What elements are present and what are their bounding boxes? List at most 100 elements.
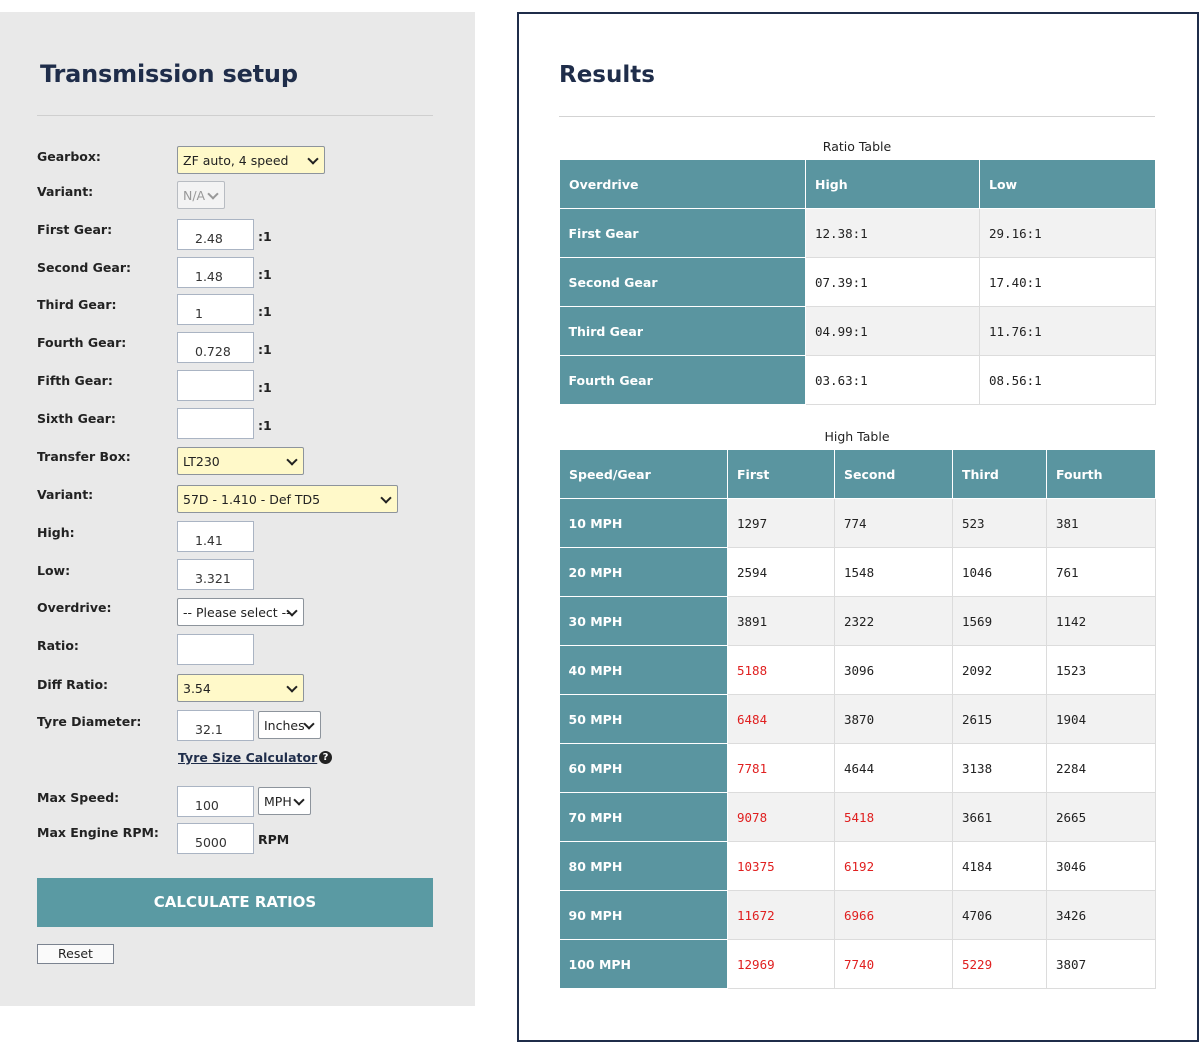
row-header: Third Gear: [559, 306, 806, 356]
row-header: Second Gear: [559, 257, 806, 307]
table-row: 90 MPH 11672 6966 4706 3426: [559, 890, 1156, 940]
row-header: 100 MPH: [559, 939, 728, 989]
transfer-variant-label: Variant:: [37, 487, 94, 502]
sixth-gear-input[interactable]: [177, 408, 254, 439]
rpm-cell: 1046: [952, 547, 1047, 597]
rpm-cell: 7781: [727, 743, 835, 793]
transfer-box-select[interactable]: LT230: [177, 447, 304, 475]
chevron-down-icon: [286, 454, 298, 466]
rpm-cell: 2322: [834, 596, 953, 646]
overdrive-label: Overdrive:: [37, 600, 112, 615]
gearbox-select[interactable]: ZF auto, 4 speed: [177, 146, 325, 174]
second-gear-input[interactable]: 1.48: [177, 257, 254, 288]
row-header: 90 MPH: [559, 890, 728, 940]
chevron-down-icon: [293, 794, 305, 806]
rpm-cell: 12969: [727, 939, 835, 989]
low-label: Low:: [37, 563, 71, 578]
table-row: 40 MPH 5188 3096 2092 1523: [559, 645, 1156, 695]
max-speed-input[interactable]: 100: [177, 786, 254, 817]
column-header: Speed/Gear: [559, 449, 728, 499]
tyre-size-calculator-link[interactable]: Tyre Size Calculator: [178, 750, 318, 765]
column-header: Overdrive: [559, 159, 806, 209]
rpm-cell: 381: [1046, 498, 1156, 548]
tyre-diameter-input[interactable]: 32.1: [177, 710, 254, 741]
third-gear-input[interactable]: 1: [177, 294, 254, 325]
column-header: First: [727, 449, 835, 499]
first-gear-input[interactable]: 2.48: [177, 219, 254, 250]
chevron-down-icon: [303, 718, 315, 730]
rpm-cell: 6484: [727, 694, 835, 744]
transfer-box-select-value: LT230: [183, 454, 220, 469]
rpm-cell: 7740: [834, 939, 953, 989]
diff-ratio-label: Diff Ratio:: [37, 677, 109, 692]
table-row: 50 MPH 6484 3870 2615 1904: [559, 694, 1156, 744]
transfer-box-label: Transfer Box:: [37, 449, 131, 464]
first-gear-label: First Gear:: [37, 222, 113, 237]
ratio-input[interactable]: [177, 634, 254, 665]
table-cell: 07.39:1: [805, 257, 980, 307]
row-header: 50 MPH: [559, 694, 728, 744]
column-header: Low: [979, 159, 1156, 209]
chevron-down-icon: [286, 681, 298, 693]
rpm-cell: 3046: [1046, 841, 1156, 891]
rpm-cell: 4706: [952, 890, 1047, 940]
row-header: 30 MPH: [559, 596, 728, 646]
table-row: 70 MPH 9078 5418 3661 2665: [559, 792, 1156, 842]
reset-button[interactable]: Reset: [37, 944, 114, 964]
rpm-cell: 2594: [727, 547, 835, 597]
row-header: 20 MPH: [559, 547, 728, 597]
fourth-gear-input[interactable]: 0.728: [177, 332, 254, 363]
help-icon[interactable]: ?: [319, 751, 332, 764]
table-row: 20 MPH 2594 1548 1046 761: [559, 547, 1156, 597]
rpm-cell: 2615: [952, 694, 1047, 744]
variant-label: Variant:: [37, 184, 94, 199]
overdrive-select[interactable]: -- Please select --: [177, 598, 304, 626]
speed-unit-select[interactable]: MPH: [258, 787, 311, 815]
rpm-cell: 1142: [1046, 596, 1156, 646]
speed-unit-select-value: MPH: [264, 794, 292, 809]
gearbox-select-value: ZF auto, 4 speed: [183, 153, 289, 168]
table-header-row: Overdrive High Low: [559, 159, 1156, 209]
row-header: 40 MPH: [559, 645, 728, 695]
fifth-gear-label: Fifth Gear:: [37, 373, 113, 388]
rpm-cell: 10375: [727, 841, 835, 891]
rpm-cell: 761: [1046, 547, 1156, 597]
rpm-cell: 1569: [952, 596, 1047, 646]
row-header: 10 MPH: [559, 498, 728, 548]
rpm-cell: 3426: [1046, 890, 1156, 940]
rpm-cell: 1548: [834, 547, 953, 597]
rpm-cell: 9078: [727, 792, 835, 842]
rpm-cell: 4644: [834, 743, 953, 793]
fifth-gear-input[interactable]: [177, 370, 254, 401]
results-title: Results: [559, 62, 655, 88]
table-cell: 17.40:1: [979, 257, 1156, 307]
max-rpm-input[interactable]: 5000: [177, 823, 254, 854]
table-row: Second Gear 07.39:1 17.40:1: [559, 257, 1156, 307]
rpm-cell: 11672: [727, 890, 835, 940]
rpm-cell: 3138: [952, 743, 1047, 793]
tyre-unit-select-value: Inches: [264, 718, 305, 733]
high-ratio-input[interactable]: 1.41: [177, 521, 254, 552]
variant-select[interactable]: N/A: [177, 181, 225, 209]
second-gear-suffix: :1: [258, 267, 272, 282]
tyre-unit-select[interactable]: Inches: [258, 711, 321, 739]
low-ratio-input[interactable]: 3.321: [177, 559, 254, 590]
calculate-ratios-button[interactable]: CALCULATE RATIOS: [37, 878, 433, 927]
rpm-cell: 5418: [834, 792, 953, 842]
table-header-row: Speed/Gear First Second Third Fourth: [559, 449, 1156, 499]
diff-ratio-select[interactable]: 3.54: [177, 674, 304, 702]
ratio-label: Ratio:: [37, 638, 79, 653]
max-speed-label: Max Speed:: [37, 790, 120, 805]
table-cell: 08.56:1: [979, 355, 1156, 405]
rpm-cell: 3096: [834, 645, 953, 695]
gearbox-label: Gearbox:: [37, 149, 101, 164]
tyre-diameter-label: Tyre Diameter:: [37, 714, 142, 729]
row-header: First Gear: [559, 208, 806, 258]
transfer-variant-select[interactable]: 57D - 1.410 - Def TD5: [177, 485, 398, 513]
fifth-gear-suffix: :1: [258, 380, 272, 395]
rpm-cell: 523: [952, 498, 1047, 548]
setup-divider: [37, 115, 433, 116]
third-gear-label: Third Gear:: [37, 297, 117, 312]
third-gear-suffix: :1: [258, 304, 272, 319]
table-row: 10 MPH 1297 774 523 381: [559, 498, 1156, 548]
